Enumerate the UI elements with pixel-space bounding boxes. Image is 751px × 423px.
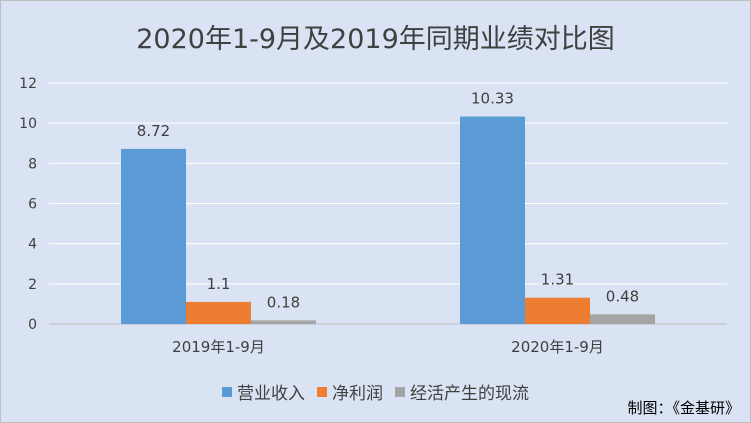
chart-legend: 营业收入 净利润 经活产生的现流 bbox=[1, 379, 750, 404]
data-label: 0.18 bbox=[267, 293, 300, 311]
legend-label: 营业收入 bbox=[237, 384, 305, 404]
data-label: 1.1 bbox=[207, 275, 231, 293]
bar-2-2 bbox=[525, 297, 590, 324]
legend-swatch bbox=[222, 386, 232, 397]
bar-1-2 bbox=[460, 116, 525, 324]
bar-3-1 bbox=[251, 320, 316, 324]
legend-item: 营业收入 bbox=[222, 379, 305, 404]
y-tick-label: 12 bbox=[19, 76, 37, 92]
data-label: 8.72 bbox=[137, 122, 170, 140]
legend-label: 经活产生的现流 bbox=[410, 384, 529, 404]
data-label: 0.48 bbox=[606, 287, 639, 305]
y-tick-label: 4 bbox=[28, 237, 37, 253]
data-label: 1.31 bbox=[541, 271, 574, 289]
legend-swatch bbox=[395, 386, 405, 397]
y-tick-label: 2 bbox=[28, 277, 37, 293]
y-tick-label: 10 bbox=[19, 116, 37, 132]
legend-label: 净利润 bbox=[332, 384, 383, 404]
bar-3-2 bbox=[590, 314, 655, 324]
legend-swatch bbox=[317, 386, 327, 397]
x-category-label: 2019年1-9月 bbox=[172, 338, 265, 356]
source-credit: 制图：《金基研》 bbox=[627, 399, 740, 417]
y-tick-label: 0 bbox=[28, 317, 37, 333]
bar-2-1 bbox=[186, 301, 251, 324]
data-label: 10.33 bbox=[471, 90, 514, 108]
y-tick-label: 6 bbox=[28, 197, 37, 213]
x-category-label: 2020年1-9月 bbox=[511, 338, 604, 356]
y-tick-label: 8 bbox=[28, 156, 37, 172]
legend-item: 净利润 bbox=[317, 379, 383, 404]
legend-item: 经活产生的现流 bbox=[395, 379, 529, 404]
chart-title: 2020年1-9月及2019年同期业绩对比图 bbox=[136, 24, 615, 55]
bar-1-1 bbox=[121, 148, 186, 324]
